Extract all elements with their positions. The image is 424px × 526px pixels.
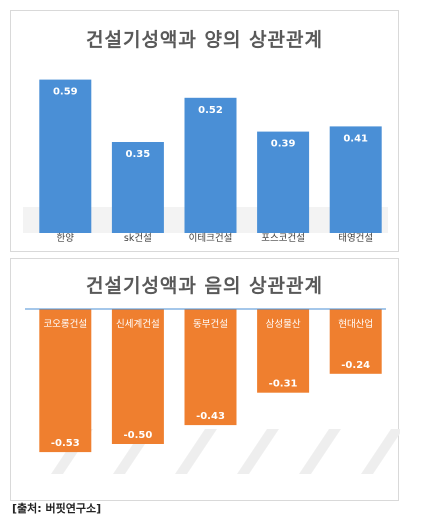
bar-4 [329, 309, 382, 374]
chart-title-positive: 건설기성액과 양의 상관관계 [86, 29, 323, 51]
category-label-0: 코오롱건설 [43, 319, 87, 330]
value-label-3: 0.39 [271, 139, 296, 150]
value-label-4: 0.41 [343, 133, 368, 144]
value-label-1: -0.50 [123, 430, 152, 441]
shadow-band-4 [299, 429, 341, 474]
category-label-3: 포스코건설 [261, 233, 305, 244]
bar-2 [184, 309, 237, 426]
category-label-4: 태영건설 [338, 233, 373, 244]
category-label-4: 현대산업 [338, 318, 373, 330]
bar-2 [184, 97, 237, 233]
value-label-2: 0.52 [198, 105, 223, 116]
bar-0 [39, 79, 92, 233]
category-label-3: 삼성물산 [266, 319, 301, 330]
category-label-0: 한양 [57, 233, 75, 244]
shadow-band-3 [237, 429, 279, 474]
value-label-2: -0.43 [196, 411, 225, 422]
value-label-0: -0.53 [51, 438, 80, 449]
bar-3 [257, 131, 310, 233]
shadow-band-2 [175, 429, 217, 474]
bar-3 [257, 309, 310, 393]
negative-correlation-chart: 건설기성액과 음의 상관관계 코오롱건설 -0.53 신세계건설 -0.50 동부건설 -… [10, 258, 400, 501]
shadow-band-5 [361, 429, 400, 474]
bar-1 [111, 309, 164, 444]
value-label-4: -0.24 [341, 360, 370, 371]
negative-chart-plot: 코오롱건설 -0.53 신세계건설 -0.50 동부건설 -0.43 삼성물산 -0.31 현대… [25, 308, 400, 474]
bar-4 [329, 126, 382, 233]
category-label-1: 신세계건설 [116, 318, 160, 330]
positive-chart-plot: 0.59 한양 0.35 sk건설 0.52 이테크건설 0.39 포스코건설 0.41 태영건설 [23, 79, 388, 244]
value-label-3: -0.31 [269, 379, 298, 390]
category-label-2: 이테크건설 [189, 233, 233, 244]
category-label-2: 동부건설 [193, 319, 228, 330]
value-label-0: 0.59 [53, 87, 78, 98]
value-label-1: 0.35 [126, 149, 151, 160]
positive-correlation-chart: 건설기성액과 양의 상관관계 0.59 한양 0.35 sk건설 0.52 이테크건설 0.… [10, 10, 399, 252]
bar-0 [39, 309, 92, 453]
chart-title-negative: 건설기성액과 음의 상관관계 [86, 275, 323, 297]
source-note: [출처: 버핏연구소] [12, 502, 102, 515]
bar-1 [111, 142, 164, 233]
category-label-1: sk건설 [124, 233, 152, 244]
